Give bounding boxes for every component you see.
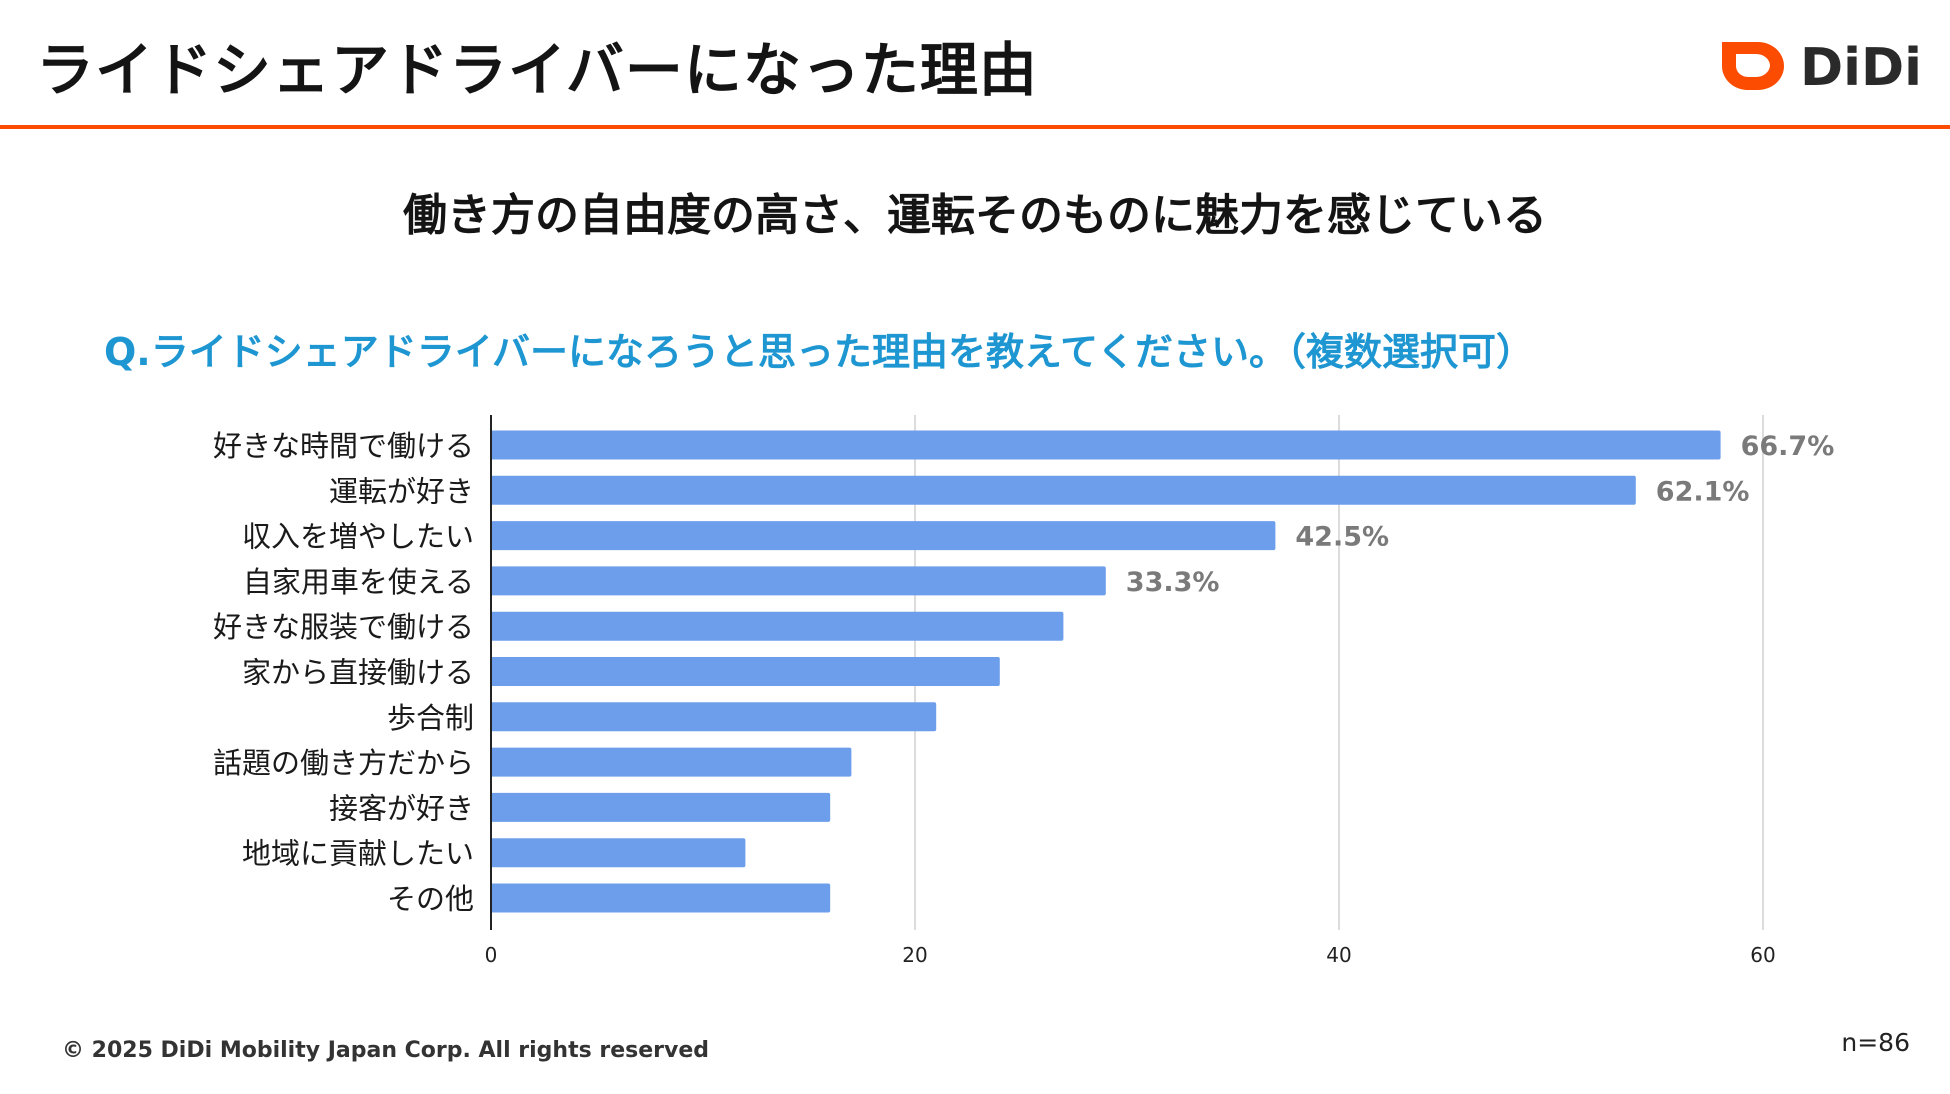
copyright-footer: © 2025 DiDi Mobility Japan Corp. All rig… [62,1038,710,1063]
didi-logo: DiDi [1721,38,1918,96]
category-label: 地域に貢献したい [242,837,474,871]
category-label: 好きな時間で働ける [213,429,474,463]
bar [491,702,937,732]
x-tick-label: 0 [485,943,498,967]
bar [491,838,746,868]
bar [491,611,1064,641]
data-label: 42.5% [1295,522,1389,553]
bar [491,521,1276,551]
reasons-bar-chart: 0 20 40 60 好きな時間で働ける 66.7% 運転が好き 62.1% 収入を増やしたい 4… [213,415,1835,967]
sample-size: n=86 [1841,1028,1910,1057]
data-label: 33.3% [1126,567,1220,598]
category-label: 家から直接働ける [242,656,474,690]
category-label: 好きな服装で働ける [213,610,474,644]
didi-logo-mark-icon [1721,42,1784,90]
bar [491,566,1106,596]
x-tick-label: 60 [1750,943,1775,967]
data-label: 66.7% [1741,431,1835,462]
survey-question: Q.ライドシェアドライバーになろうと思った理由を教えてください。（複数選択可） [104,330,1534,374]
headline: 働き方の自由度の高さ、運転そのものに魅力を感じている [403,190,1547,241]
bar [491,430,1721,460]
didi-logo-wordmark: DiDi [1800,38,1918,96]
category-label: 接客が好き [329,791,474,825]
bar [491,792,831,822]
category-label: 歩合制 [387,701,474,735]
x-tick-label: 20 [902,943,927,967]
category-label: 自家用車を使える [243,565,474,599]
category-label: その他 [387,882,474,916]
bar [491,883,831,913]
category-label: 収入を増やしたい [242,520,474,554]
bar [491,747,852,777]
bar [491,657,1000,686]
data-label: 62.1% [1656,476,1750,507]
title-divider [0,125,1950,129]
category-label: 話題の働き方だから [213,746,474,780]
category-label: 運転が好き [329,474,474,508]
x-tick-label: 40 [1326,943,1351,967]
bar [491,475,1636,505]
slide-title: ライドシェアドライバーになった理由 [36,36,1038,104]
